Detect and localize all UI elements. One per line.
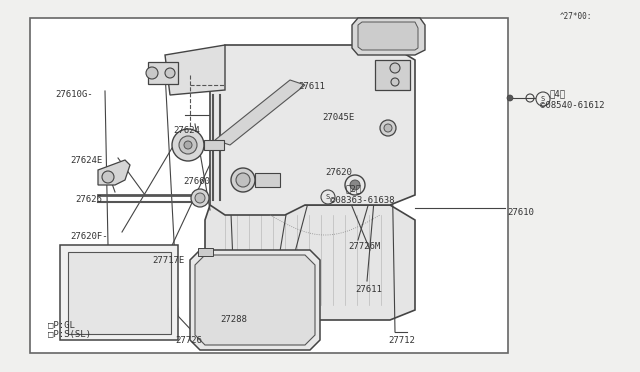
Text: S: S: [541, 96, 545, 102]
Bar: [255, 173, 280, 187]
Polygon shape: [205, 205, 415, 320]
Text: ©08540-61612: ©08540-61612: [540, 101, 605, 110]
Text: ©08363-61638: ©08363-61638: [330, 196, 394, 205]
Circle shape: [184, 141, 192, 149]
Circle shape: [236, 173, 250, 187]
Text: 27045E: 27045E: [322, 113, 355, 122]
Text: 27611: 27611: [298, 82, 325, 91]
Bar: [60, 245, 178, 340]
Bar: [198, 248, 213, 256]
Text: 27660: 27660: [183, 177, 210, 186]
Text: 27624E: 27624E: [70, 156, 102, 165]
Bar: [30, 18, 508, 353]
Text: 27620: 27620: [325, 168, 352, 177]
Circle shape: [384, 124, 392, 132]
Polygon shape: [195, 255, 315, 345]
Circle shape: [231, 168, 255, 192]
Polygon shape: [98, 160, 130, 185]
Text: 27717E: 27717E: [152, 256, 184, 265]
Circle shape: [507, 95, 513, 101]
Text: 27610: 27610: [507, 208, 534, 217]
Circle shape: [172, 129, 204, 161]
Bar: [375, 60, 410, 90]
Circle shape: [146, 67, 158, 79]
Text: 27620F-: 27620F-: [70, 232, 108, 241]
Text: □P:S(SL): □P:S(SL): [48, 330, 91, 339]
Bar: [148, 62, 178, 84]
Text: 27624: 27624: [173, 126, 200, 135]
Circle shape: [380, 120, 396, 136]
Bar: [68, 252, 171, 334]
Text: 27288: 27288: [220, 315, 247, 324]
Circle shape: [391, 78, 399, 86]
Text: 27726: 27726: [175, 336, 202, 345]
Polygon shape: [190, 250, 320, 350]
Text: 27611: 27611: [355, 285, 382, 294]
Text: 27712: 27712: [388, 336, 415, 345]
Circle shape: [195, 193, 205, 203]
Bar: [204, 140, 224, 150]
Polygon shape: [215, 80, 305, 145]
Circle shape: [350, 180, 360, 190]
Text: S: S: [326, 194, 330, 200]
Text: 27626: 27626: [75, 195, 102, 204]
Text: （4）: （4）: [550, 89, 566, 98]
Circle shape: [165, 68, 175, 78]
Text: （2）: （2）: [345, 184, 361, 193]
Polygon shape: [165, 45, 225, 95]
Circle shape: [179, 136, 197, 154]
Circle shape: [191, 189, 209, 207]
Text: □P:GL: □P:GL: [48, 320, 75, 329]
Circle shape: [390, 63, 400, 73]
Polygon shape: [210, 45, 415, 215]
Polygon shape: [352, 18, 425, 55]
Circle shape: [102, 171, 114, 183]
Text: 27726M: 27726M: [348, 242, 380, 251]
Text: 27610G-: 27610G-: [55, 90, 93, 99]
Text: ^27*00:: ^27*00:: [560, 12, 593, 21]
Polygon shape: [358, 22, 418, 50]
